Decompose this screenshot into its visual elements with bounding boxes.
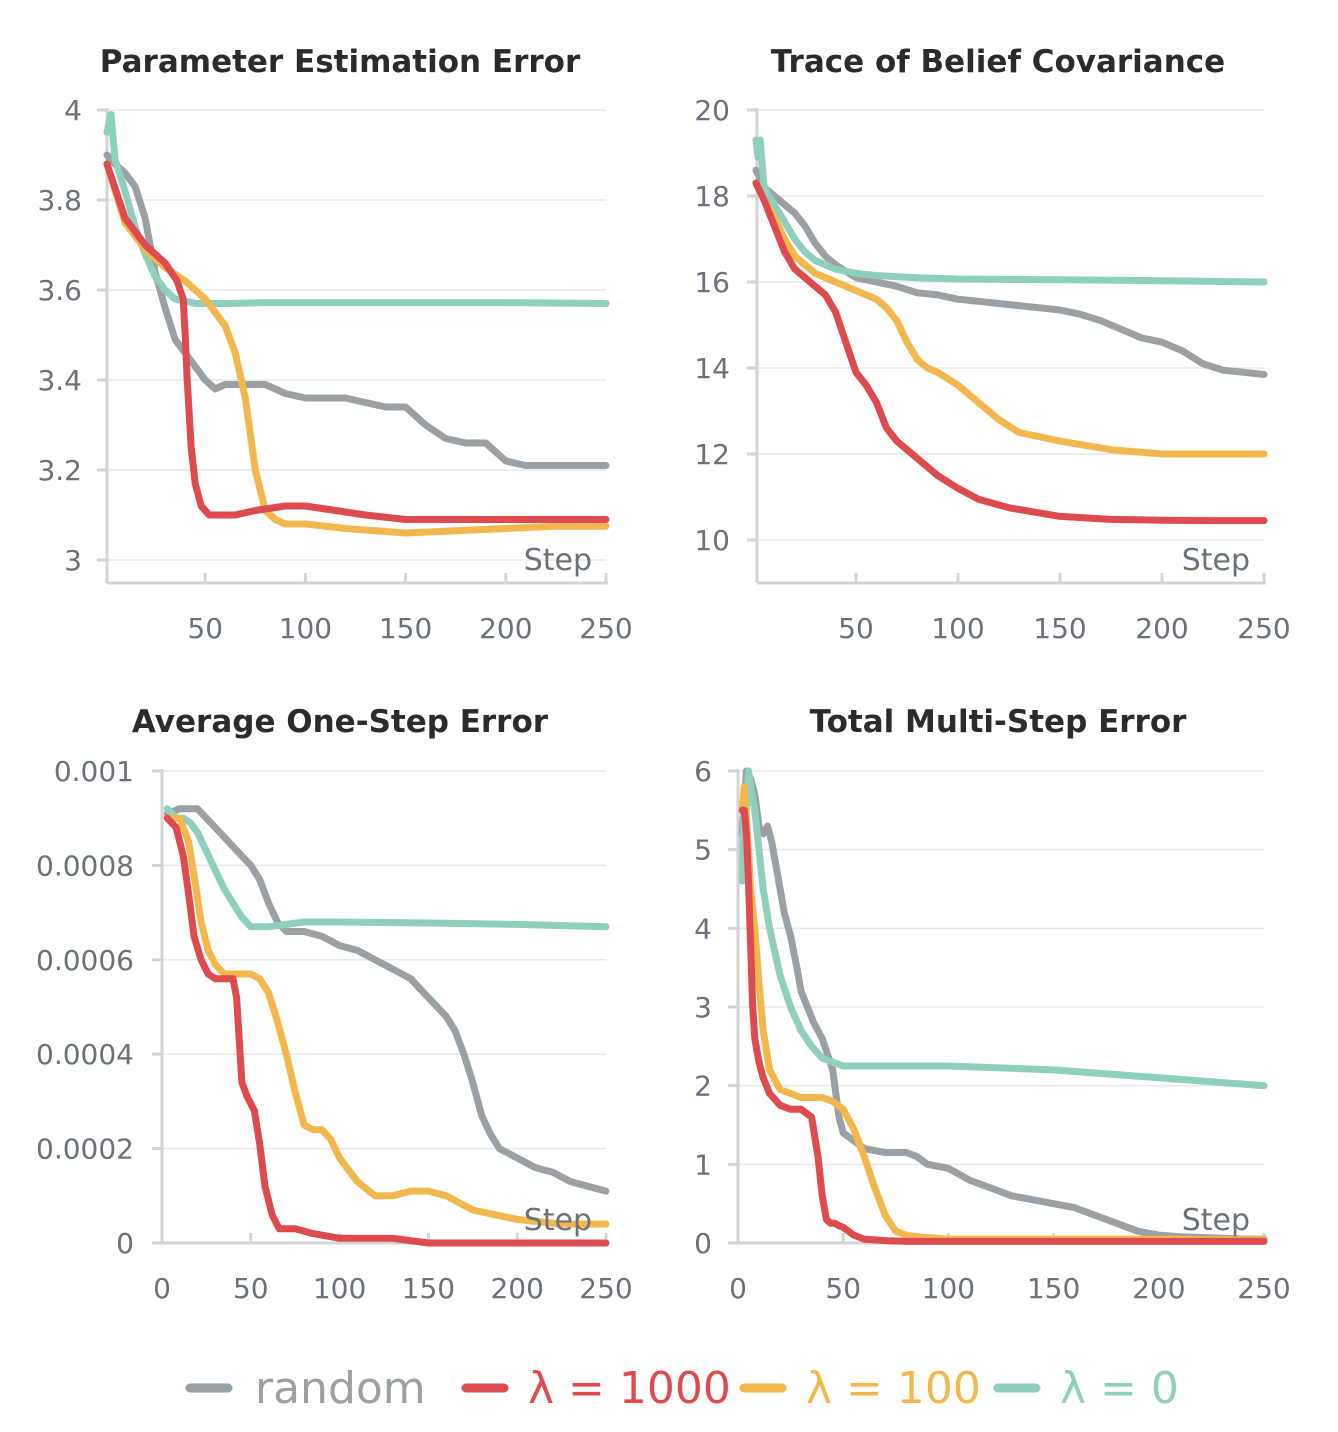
ytick-label: 6: [694, 755, 712, 788]
ytick-label: 14: [694, 352, 730, 385]
xtick-label: 200: [1135, 612, 1188, 645]
xtick-label: 250: [579, 612, 632, 645]
legend-label-random: random: [255, 1363, 426, 1414]
series-line-l1000: [752, 179, 1268, 525]
series-line-random: [163, 805, 610, 1195]
series-line-l1000: [103, 160, 610, 523]
xtick-label: 100: [313, 1272, 366, 1305]
xtick-label: 150: [1033, 612, 1086, 645]
xtick-label: 100: [279, 612, 332, 645]
ytick-label: 3: [694, 991, 712, 1024]
xtick-label: 100: [922, 1272, 975, 1305]
series-line-random: [752, 166, 1268, 378]
xtick-label: 150: [402, 1272, 455, 1305]
xtick-label: 50: [187, 612, 223, 645]
series-line-l0: [752, 136, 1268, 286]
series-line-l100: [163, 814, 610, 1228]
ytick-label: 3.2: [37, 454, 82, 487]
series-line-l0: [163, 805, 610, 931]
xtick-label: 100: [931, 612, 984, 645]
xtick-label: 150: [1027, 1272, 1080, 1305]
xtick-label: 50: [233, 1272, 269, 1305]
ytick-label: 10: [694, 524, 730, 557]
panel-average-one-step-error: Average One-Step Error 0 0.0002 0.0004 0.000…: [36, 704, 633, 1305]
xtick-label: 0: [729, 1272, 747, 1305]
xtick-label: 250: [1237, 1272, 1290, 1305]
ytick-label: 0: [694, 1227, 712, 1260]
ytick-label: 1: [694, 1148, 712, 1181]
ytick-label: 20: [694, 94, 730, 127]
ytick-label: 3.8: [37, 184, 82, 217]
xtick-label: 200: [490, 1272, 543, 1305]
panel-parameter-estimation-error: Parameter Estimation Error 3 3.2 3.4 3.6 3.8 4…: [37, 44, 632, 645]
ytick-label: 16: [694, 266, 730, 299]
xtick-label: 250: [1237, 612, 1290, 645]
ytick-label: 0.0004: [36, 1038, 134, 1071]
x-axis-label: Step: [1182, 543, 1250, 578]
series-line-l1000: [738, 806, 1268, 1245]
x-axis-label: Step: [524, 543, 592, 578]
ytick-label: 0.001: [54, 755, 134, 788]
legend-label-l100: λ = 100: [806, 1363, 981, 1414]
panel-trace-of-belief-covariance: Trace of Belief Covariance 10 12 14 16 18 20 50…: [694, 44, 1290, 645]
ytick-label: 0.0002: [36, 1133, 134, 1166]
ytick-label: 3.6: [37, 274, 82, 307]
ytick-label: 4: [64, 94, 82, 127]
ytick-label: 12: [694, 438, 730, 471]
chart-title: Average One-Step Error: [132, 704, 549, 740]
xtick-label: 50: [825, 1272, 861, 1305]
chart-title: Trace of Belief Covariance: [771, 44, 1225, 80]
legend: random λ = 1000 λ = 100 λ = 0: [185, 1363, 1179, 1414]
xtick-label: 0: [153, 1272, 171, 1305]
xtick-label: 200: [479, 612, 532, 645]
series-line-l100: [752, 179, 1268, 458]
xtick-label: 150: [379, 612, 432, 645]
xtick-label: 200: [1132, 1272, 1185, 1305]
legend-label-l0: λ = 0: [1060, 1363, 1179, 1414]
series-line-l0: [738, 767, 1268, 1090]
ytick-label: 0.0008: [36, 849, 134, 882]
chart-title: Parameter Estimation Error: [100, 44, 581, 80]
ytick-label: 18: [694, 180, 730, 213]
xtick-label: 250: [579, 1272, 632, 1305]
ytick-label: 3: [64, 544, 82, 577]
xtick-label: 50: [838, 612, 874, 645]
chart-title: Total Multi-Step Error: [810, 704, 1188, 740]
ytick-label: 3.4: [37, 364, 82, 397]
x-axis-label: Step: [524, 1203, 592, 1238]
ytick-label: 5: [694, 834, 712, 867]
ytick-label: 0: [116, 1227, 134, 1260]
ytick-label: 2: [694, 1070, 712, 1103]
x-axis-label: Step: [1182, 1203, 1250, 1238]
ytick-label: 4: [694, 912, 712, 945]
panel-total-multi-step-error: Total Multi-Step Error 0 1 2 3 4 5 6 0 50 100 150 20…: [694, 704, 1291, 1305]
ytick-label: 0.0006: [36, 944, 134, 977]
legend-label-l1000: λ = 1000: [528, 1363, 731, 1414]
series-line-l1000: [163, 814, 610, 1247]
